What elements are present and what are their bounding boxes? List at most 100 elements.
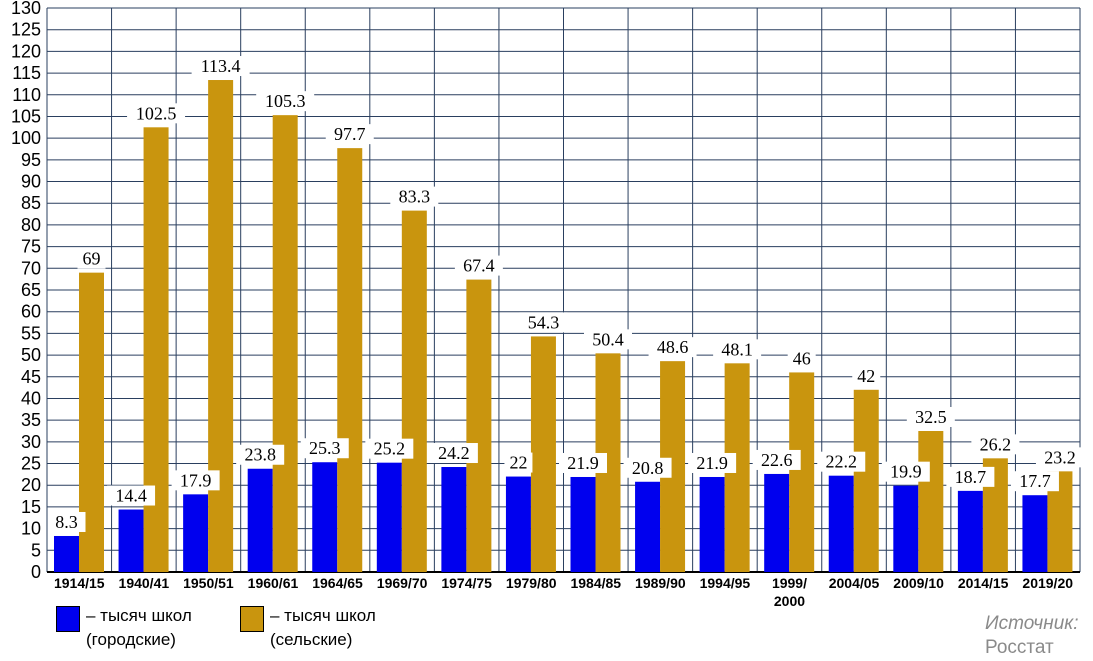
x-axis-ticks: 1914/15 1940/41 1950/51 1960/61 1964/65 1969/… [54, 575, 1073, 609]
data-labels: 8.3 14.4 17.9 23.8 25.3 25.2 24.2 22 21.9 20.8 21.… [47, 56, 1084, 532]
x-tick-label: 2014/15 [958, 575, 1009, 591]
source-label: Источник: [985, 613, 1079, 634]
data-label-bg [519, 312, 568, 333]
y-tick-label: 75 [21, 237, 41, 257]
data-label-rural: 48.6 [657, 337, 689, 357]
data-label-bg [236, 444, 285, 465]
data-label-bg [623, 457, 672, 478]
y-tick-label: 0 [31, 562, 41, 582]
data-label-urban: 23.8 [244, 445, 276, 465]
bar-rural [853, 389, 879, 572]
y-tick-label: 45 [21, 367, 41, 387]
data-label-urban: 25.3 [309, 438, 341, 458]
bar-rural [789, 372, 815, 572]
data-label-bg [817, 451, 866, 472]
bar-urban [957, 490, 983, 572]
data-label-bg [881, 461, 930, 482]
legend-rural-line2: (сельские) [270, 630, 353, 649]
y-tick-label: 115 [12, 63, 41, 83]
data-label-urban: 17.7 [1019, 471, 1051, 491]
data-label-bg [77, 248, 106, 269]
y-tick-label: 100 [11, 128, 41, 148]
data-label-rural: 32.5 [915, 407, 947, 427]
data-label-bg [171, 470, 220, 491]
y-tick-label: 20 [21, 475, 41, 495]
data-label-rural: 50.4 [592, 329, 624, 349]
bar-urban [635, 481, 661, 572]
y-tick-label: 60 [21, 302, 41, 322]
x-tick-label: 2019/20 [1022, 575, 1073, 591]
data-label-rural: 113.4 [201, 56, 241, 76]
legend-swatch-rural [240, 606, 264, 632]
y-tick-label: 10 [21, 519, 41, 539]
bar-urban [183, 494, 209, 572]
data-label-bg [1010, 471, 1059, 492]
y-tick-label: 35 [21, 410, 41, 430]
x-tick-label: 1994/95 [700, 575, 751, 591]
data-label-bg [454, 255, 503, 276]
bar-urban [312, 462, 338, 572]
data-label-rural: 105.3 [265, 91, 306, 111]
source-value: Росстат [985, 637, 1054, 658]
data-label-urban: 21.9 [567, 453, 599, 473]
y-tick-label: 50 [21, 345, 41, 365]
legend-rural-line1: – тысяч школ [270, 606, 376, 625]
data-label-rural: 42 [857, 366, 875, 386]
bar-rural [918, 431, 944, 572]
data-label-bg [325, 124, 374, 145]
y-axis-ticks: 0510152025303540455055606570758085909510… [11, 0, 41, 582]
data-label-rural: 23.2 [1044, 447, 1076, 467]
bar-urban [54, 535, 79, 572]
x-tick-label: 1964/65 [312, 575, 363, 591]
y-tick-label: 25 [21, 454, 41, 474]
y-tick-label: 90 [21, 172, 41, 192]
data-label-rural: 102.5 [136, 103, 177, 123]
data-label-bg [107, 485, 156, 506]
data-label-urban: 25.2 [374, 439, 406, 459]
data-label-bg [504, 452, 533, 473]
x-tick-label: 1950/51 [183, 575, 234, 591]
data-label-rural: 97.7 [334, 124, 366, 144]
y-tick-label: 65 [21, 280, 41, 300]
data-label-urban: 22.2 [826, 452, 858, 472]
data-label-bg [559, 452, 607, 473]
data-label-bg [429, 443, 478, 464]
bars [54, 80, 1073, 573]
data-label-bg [256, 91, 315, 112]
data-label-bg [191, 56, 250, 77]
bar-urban [118, 509, 144, 572]
y-tick-label: 95 [21, 150, 41, 170]
y-tick-label: 55 [21, 323, 41, 343]
data-label-urban: 18.7 [955, 467, 987, 487]
x-tick-label: 1974/75 [441, 575, 492, 591]
y-tick-label: 125 [11, 20, 41, 40]
bar-rural [208, 80, 234, 572]
x-tick-label: 2009/10 [893, 575, 944, 591]
bar-urban [893, 485, 919, 572]
data-label-bg [584, 329, 632, 350]
data-label-bg [390, 186, 439, 207]
data-label-bg [127, 103, 186, 124]
bar-urban [1022, 495, 1048, 572]
data-label-rural: 26.2 [980, 434, 1012, 454]
data-label-bg [300, 438, 349, 459]
data-label-rural: 67.4 [463, 256, 495, 276]
bar-urban [828, 475, 854, 572]
data-label-urban: 22.6 [761, 450, 793, 470]
bar-urban [376, 462, 402, 572]
legend-urban-line2: (городские) [86, 630, 176, 649]
data-label-bg [365, 438, 414, 459]
bar-rural [401, 210, 427, 573]
bar-urban [570, 476, 596, 572]
y-tick-label: 40 [21, 388, 41, 408]
bar-urban [441, 467, 467, 572]
data-label-rural: 83.3 [399, 187, 431, 207]
legend-rural: – тысяч школ (сельские) [240, 604, 376, 652]
x-tick-label: 1960/61 [248, 575, 299, 591]
x-tick-label: 2000 [774, 593, 805, 609]
data-label-rural: 54.3 [528, 312, 560, 332]
data-label-rural: 48.1 [721, 339, 753, 359]
data-label-bg [946, 466, 995, 487]
bar-rural [337, 148, 363, 572]
legend-urban: – тысяч школ (городские) [56, 604, 192, 652]
